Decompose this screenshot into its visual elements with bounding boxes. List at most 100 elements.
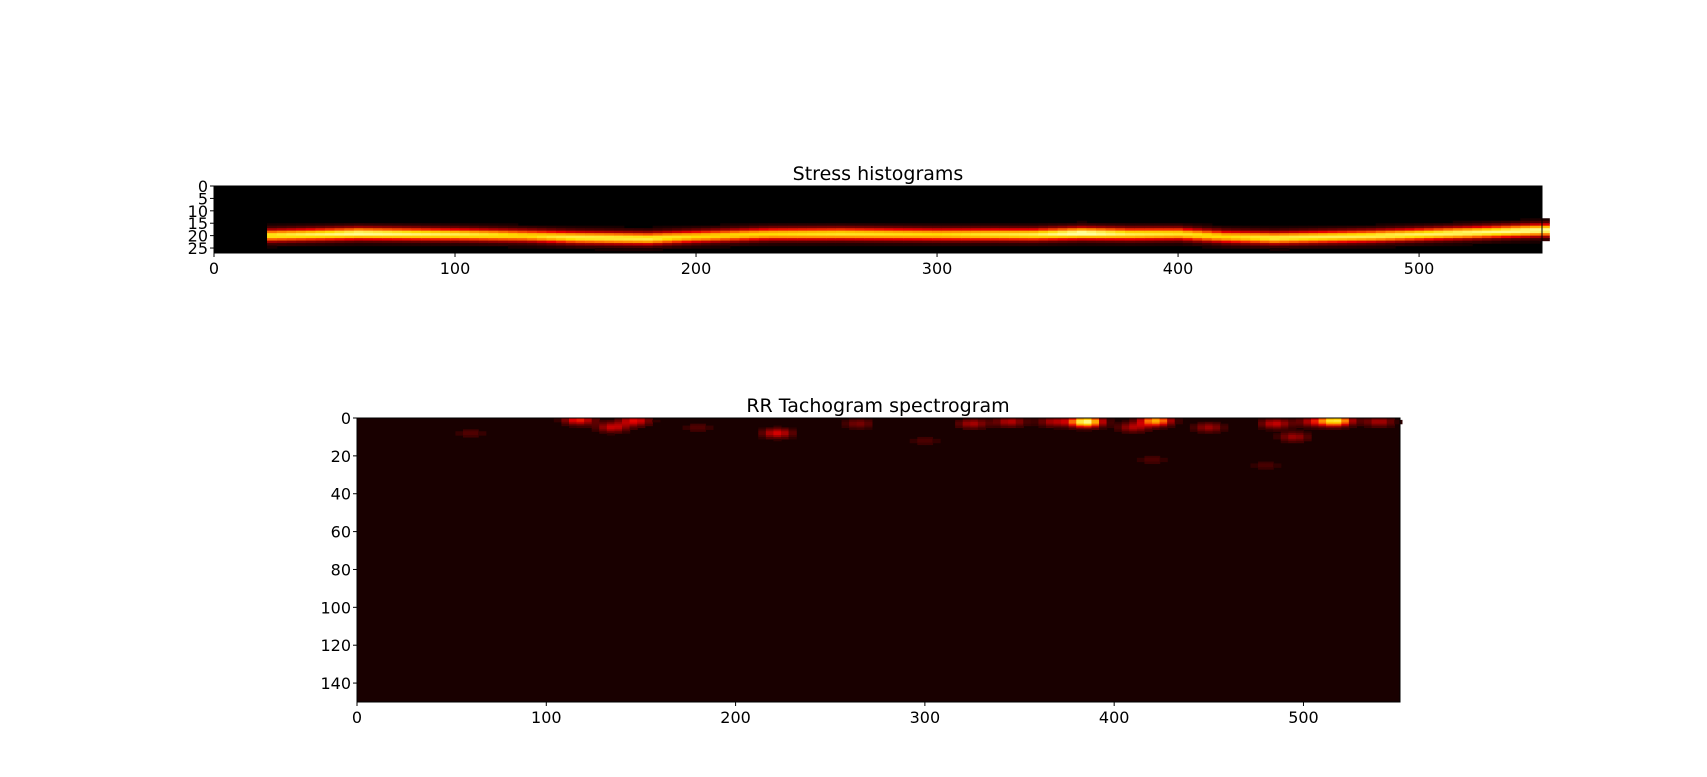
- heatmap-cell: [1086, 238, 1097, 242]
- heatmap-cell: [1308, 225, 1319, 229]
- heatmap-cell: [1121, 421, 1130, 425]
- heatmap-cell: [1144, 425, 1153, 429]
- heatmap-cell: [977, 423, 987, 427]
- heatmap-cell: [305, 240, 316, 244]
- heatmap-cell: [622, 429, 631, 432]
- heatmap-cell: [768, 225, 779, 229]
- heatmap-cell: [527, 245, 538, 249]
- heatmap-cell: [565, 238, 577, 242]
- heatmap-cell: [922, 225, 933, 229]
- heatmap-cell: [1212, 425, 1221, 429]
- heatmap-cell: [1258, 467, 1267, 470]
- heatmap-cell: [855, 238, 866, 242]
- heatmap-cell: [1404, 235, 1415, 239]
- heatmap-cell: [1317, 233, 1329, 237]
- heatmap-cell: [1371, 419, 1380, 423]
- heatmap-cell: [1539, 238, 1550, 242]
- heatmap-cell: [1356, 423, 1365, 427]
- heatmap-cell: [382, 225, 393, 229]
- heatmap-cell: [1295, 436, 1305, 440]
- heatmap-cell: [1341, 427, 1350, 430]
- heatmap-cell: [276, 230, 287, 234]
- heatmap-cell: [373, 223, 384, 227]
- heatmap-cell: [604, 243, 615, 247]
- heatmap-cell: [633, 245, 644, 249]
- heatmap-cell: [691, 230, 702, 234]
- heatmap-cell: [344, 235, 355, 239]
- heatmap-cell: [527, 243, 538, 247]
- heatmap-cell: [993, 421, 1002, 425]
- heatmap-cell: [1047, 233, 1059, 237]
- heatmap-cell: [276, 225, 287, 229]
- heatmap-cell: [758, 429, 767, 432]
- heatmap-cell: [1348, 421, 1358, 425]
- heatmap-cell: [517, 225, 528, 229]
- heatmap-cell: [1273, 465, 1282, 468]
- heatmap-cell: [1279, 248, 1290, 252]
- heatmap-cell: [599, 421, 608, 425]
- heatmap-cell: [1134, 235, 1145, 239]
- heatmap-cell: [569, 425, 578, 429]
- heatmap-cell: [637, 418, 646, 421]
- heatmap-cell: [373, 230, 384, 234]
- heatmap-cell: [1136, 421, 1146, 425]
- heatmap-cell: [700, 238, 712, 242]
- heatmap-cell: [1189, 423, 1199, 427]
- heatmap-cell: [565, 245, 577, 249]
- heatmap-cell: [1258, 465, 1267, 468]
- heatmap-cell: [1298, 233, 1309, 237]
- heatmap-cell: [575, 228, 586, 232]
- heatmap-cell: [1038, 238, 1049, 242]
- heatmap-cell: [1386, 418, 1395, 421]
- heatmap-cell: [1279, 235, 1290, 239]
- heatmap-cell: [652, 233, 663, 237]
- heatmap-cell: [1144, 421, 1153, 425]
- heatmap-cell: [903, 223, 914, 227]
- heatmap-cell: [392, 228, 403, 232]
- heatmap-cell: [681, 225, 692, 229]
- heatmap-cell: [700, 225, 712, 229]
- heatmap-cell: [470, 433, 479, 436]
- heatmap-cell: [720, 230, 731, 234]
- heatmap-cell: [440, 223, 451, 227]
- heatmap-cell: [652, 225, 663, 229]
- heatmap-cell: [1144, 240, 1155, 244]
- heatmap-cell: [1129, 419, 1138, 423]
- heatmap-cell: [344, 243, 355, 247]
- heatmap-cell: [623, 248, 634, 252]
- heatmap-cell: [1008, 421, 1017, 425]
- heatmap-cell: [1030, 419, 1040, 423]
- heatmap-cell: [1481, 235, 1492, 239]
- heatmap-cell: [962, 418, 971, 421]
- heatmap-cell: [517, 243, 528, 247]
- heatmap-cell: [276, 240, 287, 244]
- heatmap-cell: [1076, 228, 1088, 232]
- heatmap-cell: [993, 419, 1002, 423]
- heatmap-cell: [1491, 238, 1502, 242]
- heatmap-cell: [1394, 421, 1403, 425]
- heatmap-cell: [508, 233, 519, 237]
- heatmap-cell: [1067, 225, 1078, 229]
- heatmap-cell: [1394, 233, 1406, 237]
- heatmap-cell: [1288, 438, 1297, 442]
- heatmap-cell: [1443, 223, 1454, 227]
- heatmap-cell: [1327, 228, 1338, 232]
- heatmap-cell: [604, 245, 615, 249]
- heatmap-cell: [1067, 240, 1078, 244]
- heatmap-cell: [1061, 423, 1070, 427]
- heatmap-cell: [835, 225, 847, 229]
- heatmap-cell: [421, 243, 432, 247]
- heatmap-cell: [1273, 421, 1282, 425]
- heatmap-cell: [565, 233, 577, 237]
- heatmap-cell: [849, 423, 858, 427]
- heatmap-cell: [498, 238, 509, 242]
- heatmap-cell: [884, 228, 895, 232]
- heatmap-cell: [903, 240, 914, 244]
- heatmap-cell: [1452, 220, 1464, 224]
- heatmap-cell: [622, 431, 631, 434]
- heatmap-cell: [797, 230, 808, 234]
- heatmap-cell: [450, 240, 461, 244]
- heatmap-cell: [1167, 423, 1176, 427]
- heatmap-cell: [1386, 421, 1395, 425]
- heatmap-cell: [584, 418, 593, 421]
